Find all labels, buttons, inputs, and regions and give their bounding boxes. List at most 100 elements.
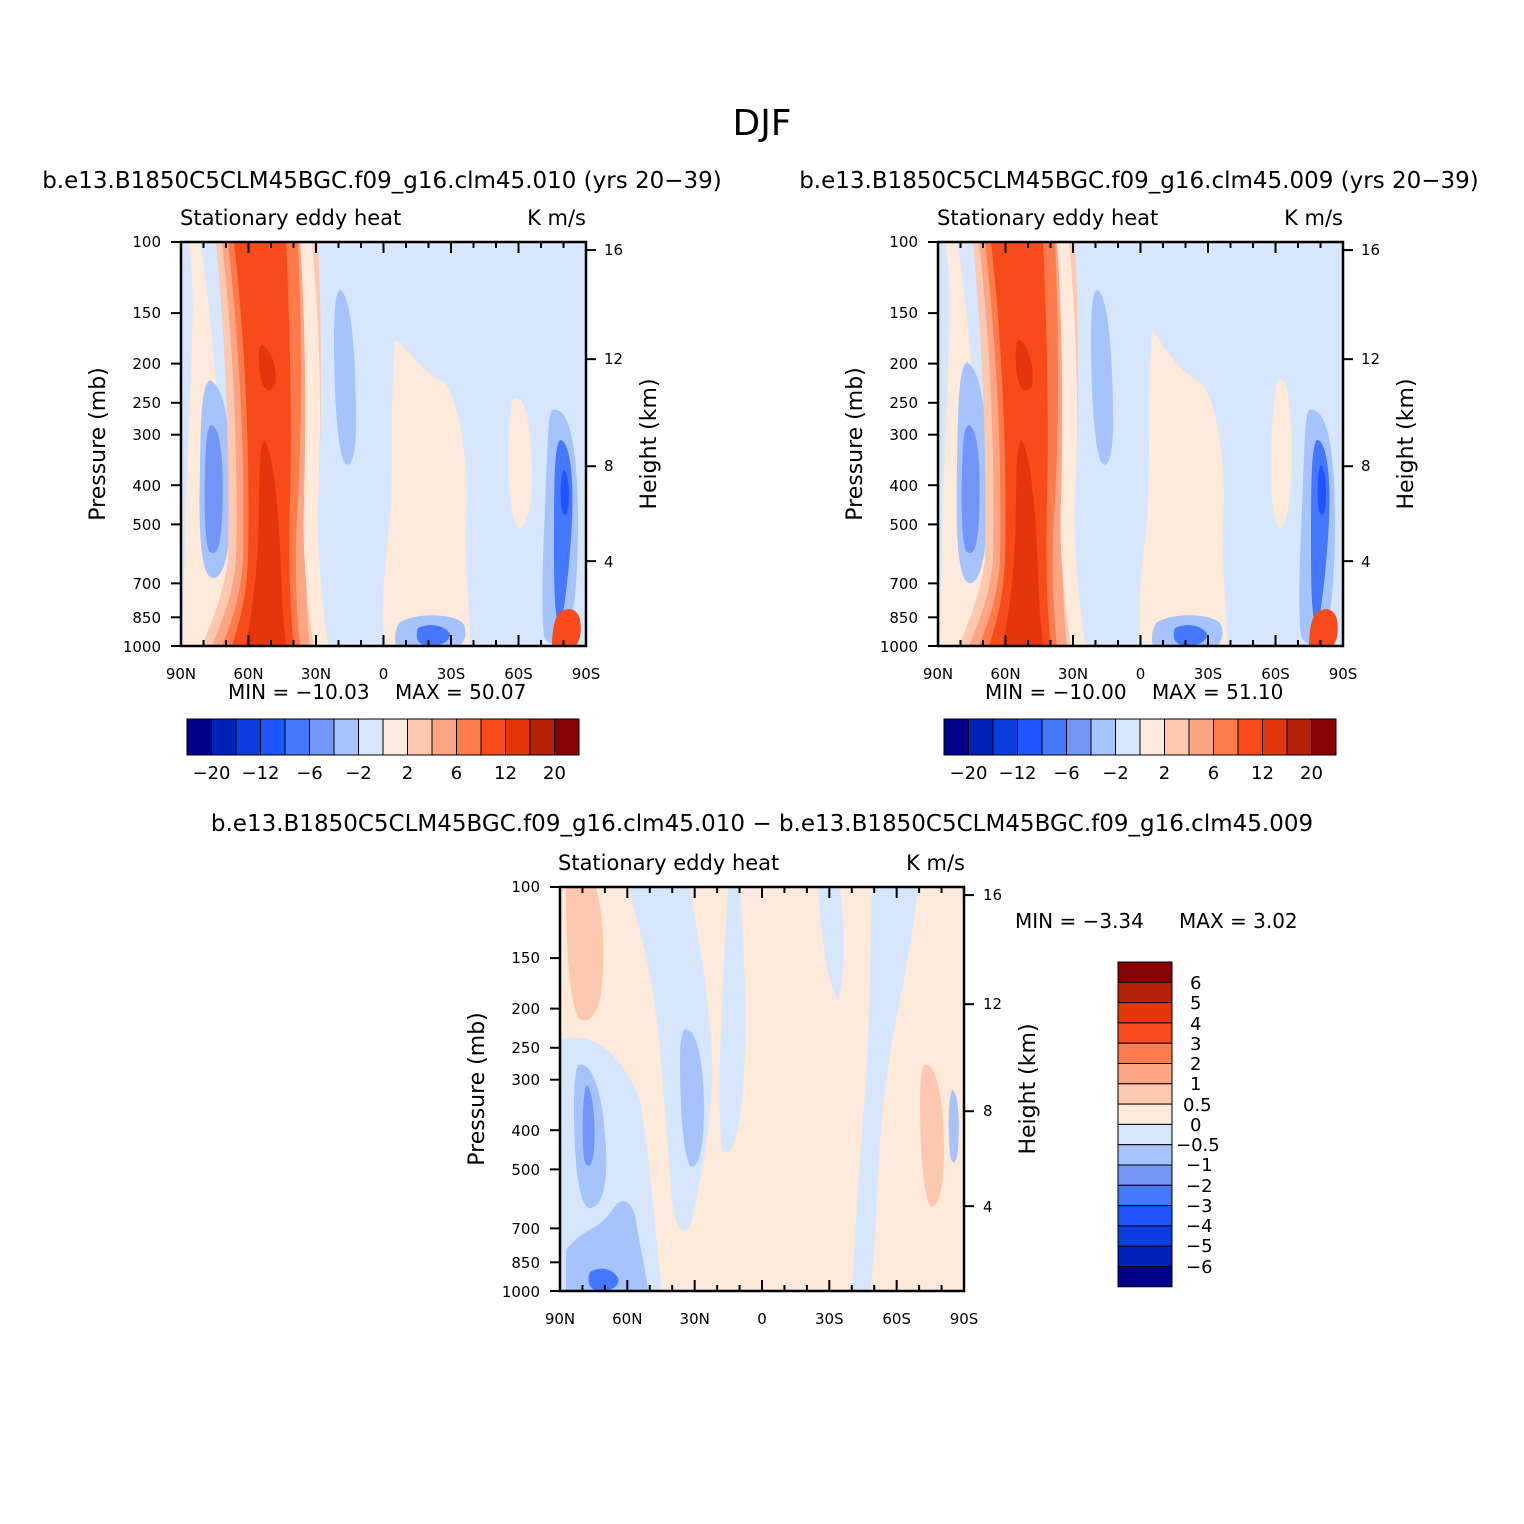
y-tick-label: 850	[889, 609, 918, 627]
colorbar-box	[992, 718, 1018, 756]
colorbar-box	[505, 718, 531, 756]
colorbar-box	[1188, 718, 1214, 756]
blue-band-15s	[818, 887, 844, 1000]
y-right-tick-label: 4	[604, 553, 614, 571]
colorbar-box	[1117, 1225, 1173, 1247]
panel-1-max: MAX = 50.07	[395, 680, 526, 704]
panel-1-colorbar: −20 −12 −6 −2 2 6 12 20	[193, 763, 566, 784]
colorbar-label: 2	[1190, 1054, 1201, 1075]
x-tick-label: 60S	[1261, 665, 1290, 683]
panel-2-plot-area	[936, 240, 1345, 648]
x-tick-label: 90S	[572, 665, 601, 683]
blue-cell-20n	[680, 1029, 704, 1167]
panel-2-left-label: Stationary eddy heat	[937, 206, 1158, 230]
x-tick-label: 90N	[166, 665, 196, 683]
colorbar-box	[1117, 1205, 1173, 1227]
colorbar-box	[1117, 1123, 1173, 1146]
panel-2-units: K m/s	[1284, 206, 1343, 230]
panel-3-left-label: Stationary eddy heat	[558, 851, 779, 875]
y-tick-label: 150	[132, 304, 161, 322]
x-tick-label: 30N	[1058, 665, 1088, 683]
colorbar-box	[1311, 718, 1337, 756]
panel-3-max: MAX = 3.02	[1179, 909, 1298, 933]
colorbar-box	[431, 718, 457, 756]
colorbar-label: −6	[296, 763, 323, 784]
colorbar-label: 12	[494, 763, 517, 784]
blue-band-10n	[719, 887, 746, 1153]
colorbar-box	[1262, 718, 1288, 756]
colorbar-box	[529, 718, 555, 756]
colorbar-label: −2	[1102, 763, 1129, 784]
red-corner-sp	[1309, 609, 1338, 646]
panel-2: b.e13.B1850C5CLM45BGC.f09_g16.clm45.009 …	[799, 168, 1479, 784]
y-right-tick-label: 16	[1361, 241, 1380, 259]
colorbar-box	[1017, 718, 1043, 756]
x-tick-label: 60N	[990, 665, 1020, 683]
colorbar-box	[1115, 718, 1141, 756]
blue-cell-20n	[334, 290, 356, 465]
x-tick-label: 30S	[1194, 665, 1223, 683]
x-tick-label: 90S	[950, 1310, 979, 1328]
y-right-axis-title: Height (km)	[1394, 378, 1419, 509]
x-tick-label: 0	[379, 665, 389, 683]
x-tick-label: 90N	[923, 665, 953, 683]
colorbar-box	[1164, 718, 1190, 756]
colorbar-box	[358, 718, 384, 756]
colorbar-label: 0	[1190, 1115, 1201, 1136]
y-right-tick-label: 4	[1361, 553, 1371, 571]
y-right-tick-label: 8	[983, 1102, 993, 1120]
colorbar-label: −20	[950, 763, 988, 784]
colorbar-box	[1286, 718, 1312, 756]
orange-band-30n	[300, 242, 328, 646]
blue-peak-75s	[1317, 465, 1326, 515]
y-tick-label: 200	[889, 355, 918, 373]
blue-patches-surface	[566, 1201, 648, 1291]
colorbar-label: 2	[1159, 763, 1170, 784]
panel-2-y-axis-right: 16 12 8 4 Height (km)	[1361, 241, 1419, 571]
panel-3-y-axis: 100 150 200 250 300 400 500 700 850 1000…	[465, 878, 540, 1301]
y-tick-label: 100	[132, 233, 161, 251]
colorbar-box	[1090, 718, 1116, 756]
y-tick-label: 1000	[880, 638, 918, 656]
colorbar-box	[1117, 961, 1173, 983]
jet-core	[1003, 340, 1043, 646]
y-right-tick-label: 16	[983, 886, 1002, 904]
y-axis-title: Pressure (mb)	[86, 367, 111, 521]
y-tick-label: 400	[889, 477, 918, 495]
figure-title: DJF	[732, 103, 791, 144]
jet-core	[246, 345, 286, 646]
blue-band-55s	[852, 887, 918, 1291]
orange-tropics	[382, 340, 532, 646]
y-tick-label: 850	[132, 609, 161, 627]
blue-core-surface	[588, 1268, 619, 1291]
y-tick-label: 300	[511, 1071, 540, 1089]
blue-core-30s	[1173, 625, 1207, 646]
colorbar-box	[1117, 1103, 1173, 1125]
colorbar-label: 0.5	[1183, 1095, 1212, 1116]
colorbar-box	[211, 718, 237, 756]
x-tick-label: 90N	[545, 1310, 575, 1328]
panel-2-max: MAX = 51.10	[1152, 680, 1283, 704]
colorbar-label: 6	[1190, 973, 1201, 994]
panel-1-x-axis: 90N 60N 30N 0 30S 60S 90S	[166, 665, 600, 683]
y-tick-label: 700	[889, 575, 918, 593]
red-corner-sp	[552, 609, 581, 646]
panel-1-y-axis: 100 150 200 250 300 400 500 700 850 1000…	[86, 233, 161, 656]
colorbar-box	[554, 718, 580, 756]
panel-3: b.e13.B1850C5CLM45BGC.f09_g16.clm45.010 …	[211, 811, 1313, 1328]
panel-1-title: b.e13.B1850C5CLM45BGC.f09_g16.clm45.010 …	[42, 168, 722, 194]
x-tick-label: 60S	[504, 665, 533, 683]
colorbar-box	[284, 718, 310, 756]
x-tick-label: 0	[757, 1310, 767, 1328]
blue-cell-20n	[1091, 290, 1113, 465]
y-right-axis-title: Height (km)	[637, 378, 662, 509]
panel-2-title: b.e13.B1850C5CLM45BGC.f09_g16.clm45.009 …	[799, 168, 1479, 194]
colorbar-box	[186, 718, 212, 756]
y-tick-label: 500	[132, 516, 161, 534]
colorbar-label: −20	[193, 763, 231, 784]
x-tick-label: 30S	[815, 1310, 844, 1328]
colorbar-box	[1237, 718, 1263, 756]
y-right-tick-label: 8	[1361, 457, 1371, 475]
colorbar-label: −6	[1186, 1257, 1213, 1278]
